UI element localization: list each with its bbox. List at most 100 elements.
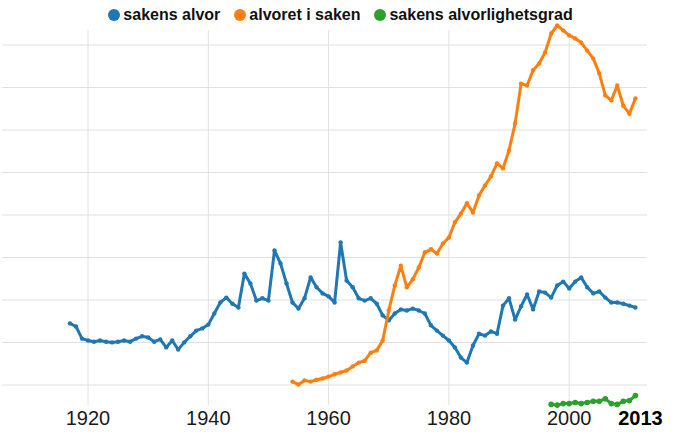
data-point[interactable] [338, 370, 342, 374]
data-point[interactable] [615, 300, 619, 304]
data-point[interactable] [513, 317, 517, 321]
data-point[interactable] [296, 382, 300, 386]
data-point[interactable] [399, 264, 403, 268]
data-point[interactable] [471, 210, 475, 214]
data-point[interactable] [110, 340, 114, 344]
data-point[interactable] [266, 298, 270, 302]
data-point[interactable] [290, 300, 294, 304]
data-point[interactable] [417, 308, 421, 312]
data-point[interactable] [597, 71, 601, 75]
data-point[interactable] [441, 333, 445, 337]
data-point[interactable] [308, 379, 312, 383]
data-point[interactable] [513, 121, 517, 125]
data-point[interactable] [344, 278, 348, 282]
data-point[interactable] [459, 211, 463, 215]
data-point[interactable] [561, 28, 565, 32]
data-point[interactable] [561, 279, 565, 283]
data-point[interactable] [206, 322, 210, 326]
data-point[interactable] [627, 398, 633, 404]
data-point[interactable] [435, 328, 439, 332]
data-point[interactable] [585, 48, 589, 52]
data-point[interactable] [375, 302, 379, 306]
data-point[interactable] [260, 296, 264, 300]
data-point[interactable] [597, 289, 601, 293]
data-point[interactable] [525, 83, 529, 87]
data-point[interactable] [224, 295, 228, 299]
data-point[interactable] [369, 296, 373, 300]
data-point[interactable] [501, 303, 505, 307]
legend-item-sakens-alvorlighetsgrad[interactable]: sakens alvorlighetsgrad [374, 7, 572, 23]
data-point[interactable] [248, 281, 252, 285]
data-point[interactable] [320, 376, 324, 380]
data-point[interactable] [296, 306, 300, 310]
data-point[interactable] [537, 61, 541, 65]
data-point[interactable] [200, 326, 204, 330]
data-point[interactable] [477, 193, 481, 197]
data-point[interactable] [411, 306, 415, 310]
data-point[interactable] [86, 338, 90, 342]
data-point[interactable] [68, 321, 72, 325]
data-point[interactable] [423, 250, 427, 254]
data-point[interactable] [357, 296, 361, 300]
data-point[interactable] [633, 393, 639, 399]
data-point[interactable] [176, 347, 180, 351]
data-point[interactable] [158, 337, 162, 341]
data-point[interactable] [531, 307, 535, 311]
data-point[interactable] [122, 338, 126, 342]
data-point[interactable] [531, 68, 535, 72]
data-point[interactable] [290, 379, 294, 383]
data-point[interactable] [591, 56, 595, 60]
data-point[interactable] [603, 93, 607, 97]
data-point[interactable] [344, 368, 348, 372]
legend-item-alvoret-i-saken[interactable]: alvoret i saken [234, 7, 360, 23]
data-point[interactable] [314, 378, 318, 382]
data-point[interactable] [92, 340, 96, 344]
data-point[interactable] [453, 220, 457, 224]
data-point[interactable] [363, 298, 367, 302]
data-point[interactable] [393, 311, 397, 315]
data-point[interactable] [314, 285, 318, 289]
data-point[interactable] [128, 340, 132, 344]
data-point[interactable] [603, 295, 607, 299]
data-point[interactable] [182, 340, 186, 344]
data-point[interactable] [146, 335, 150, 339]
data-point[interactable] [477, 332, 481, 336]
data-point[interactable] [489, 329, 493, 333]
data-point[interactable] [507, 148, 511, 152]
data-point[interactable] [218, 300, 222, 304]
data-point[interactable] [320, 291, 324, 295]
data-point[interactable] [633, 305, 637, 309]
data-point[interactable] [170, 338, 174, 342]
data-point[interactable] [585, 285, 589, 289]
data-point[interactable] [399, 307, 403, 311]
data-point[interactable] [501, 166, 505, 170]
data-point[interactable] [140, 334, 144, 338]
data-point[interactable] [164, 345, 168, 349]
data-point[interactable] [483, 333, 487, 337]
legend-item-sakens-alvor[interactable]: sakens alvor [108, 7, 220, 23]
data-point[interactable] [116, 340, 120, 344]
data-point[interactable] [236, 305, 240, 309]
data-point[interactable] [489, 174, 493, 178]
data-point[interactable] [80, 336, 84, 340]
data-point[interactable] [429, 323, 433, 327]
data-point[interactable] [633, 96, 637, 100]
data-point[interactable] [272, 248, 276, 252]
data-point[interactable] [495, 332, 499, 336]
data-point[interactable] [423, 311, 427, 315]
data-point[interactable] [338, 240, 342, 244]
data-point[interactable] [242, 271, 246, 275]
data-point[interactable] [447, 338, 451, 342]
data-point[interactable] [519, 81, 523, 85]
data-point[interactable] [591, 399, 597, 405]
data-point[interactable] [357, 360, 361, 364]
data-point[interactable] [375, 348, 379, 352]
data-point[interactable] [567, 33, 571, 37]
data-point[interactable] [627, 112, 631, 116]
data-point[interactable] [537, 289, 541, 293]
data-point[interactable] [525, 292, 529, 296]
data-point[interactable] [194, 328, 198, 332]
data-point[interactable] [104, 340, 108, 344]
data-point[interactable] [573, 36, 577, 40]
data-point[interactable] [621, 104, 625, 108]
